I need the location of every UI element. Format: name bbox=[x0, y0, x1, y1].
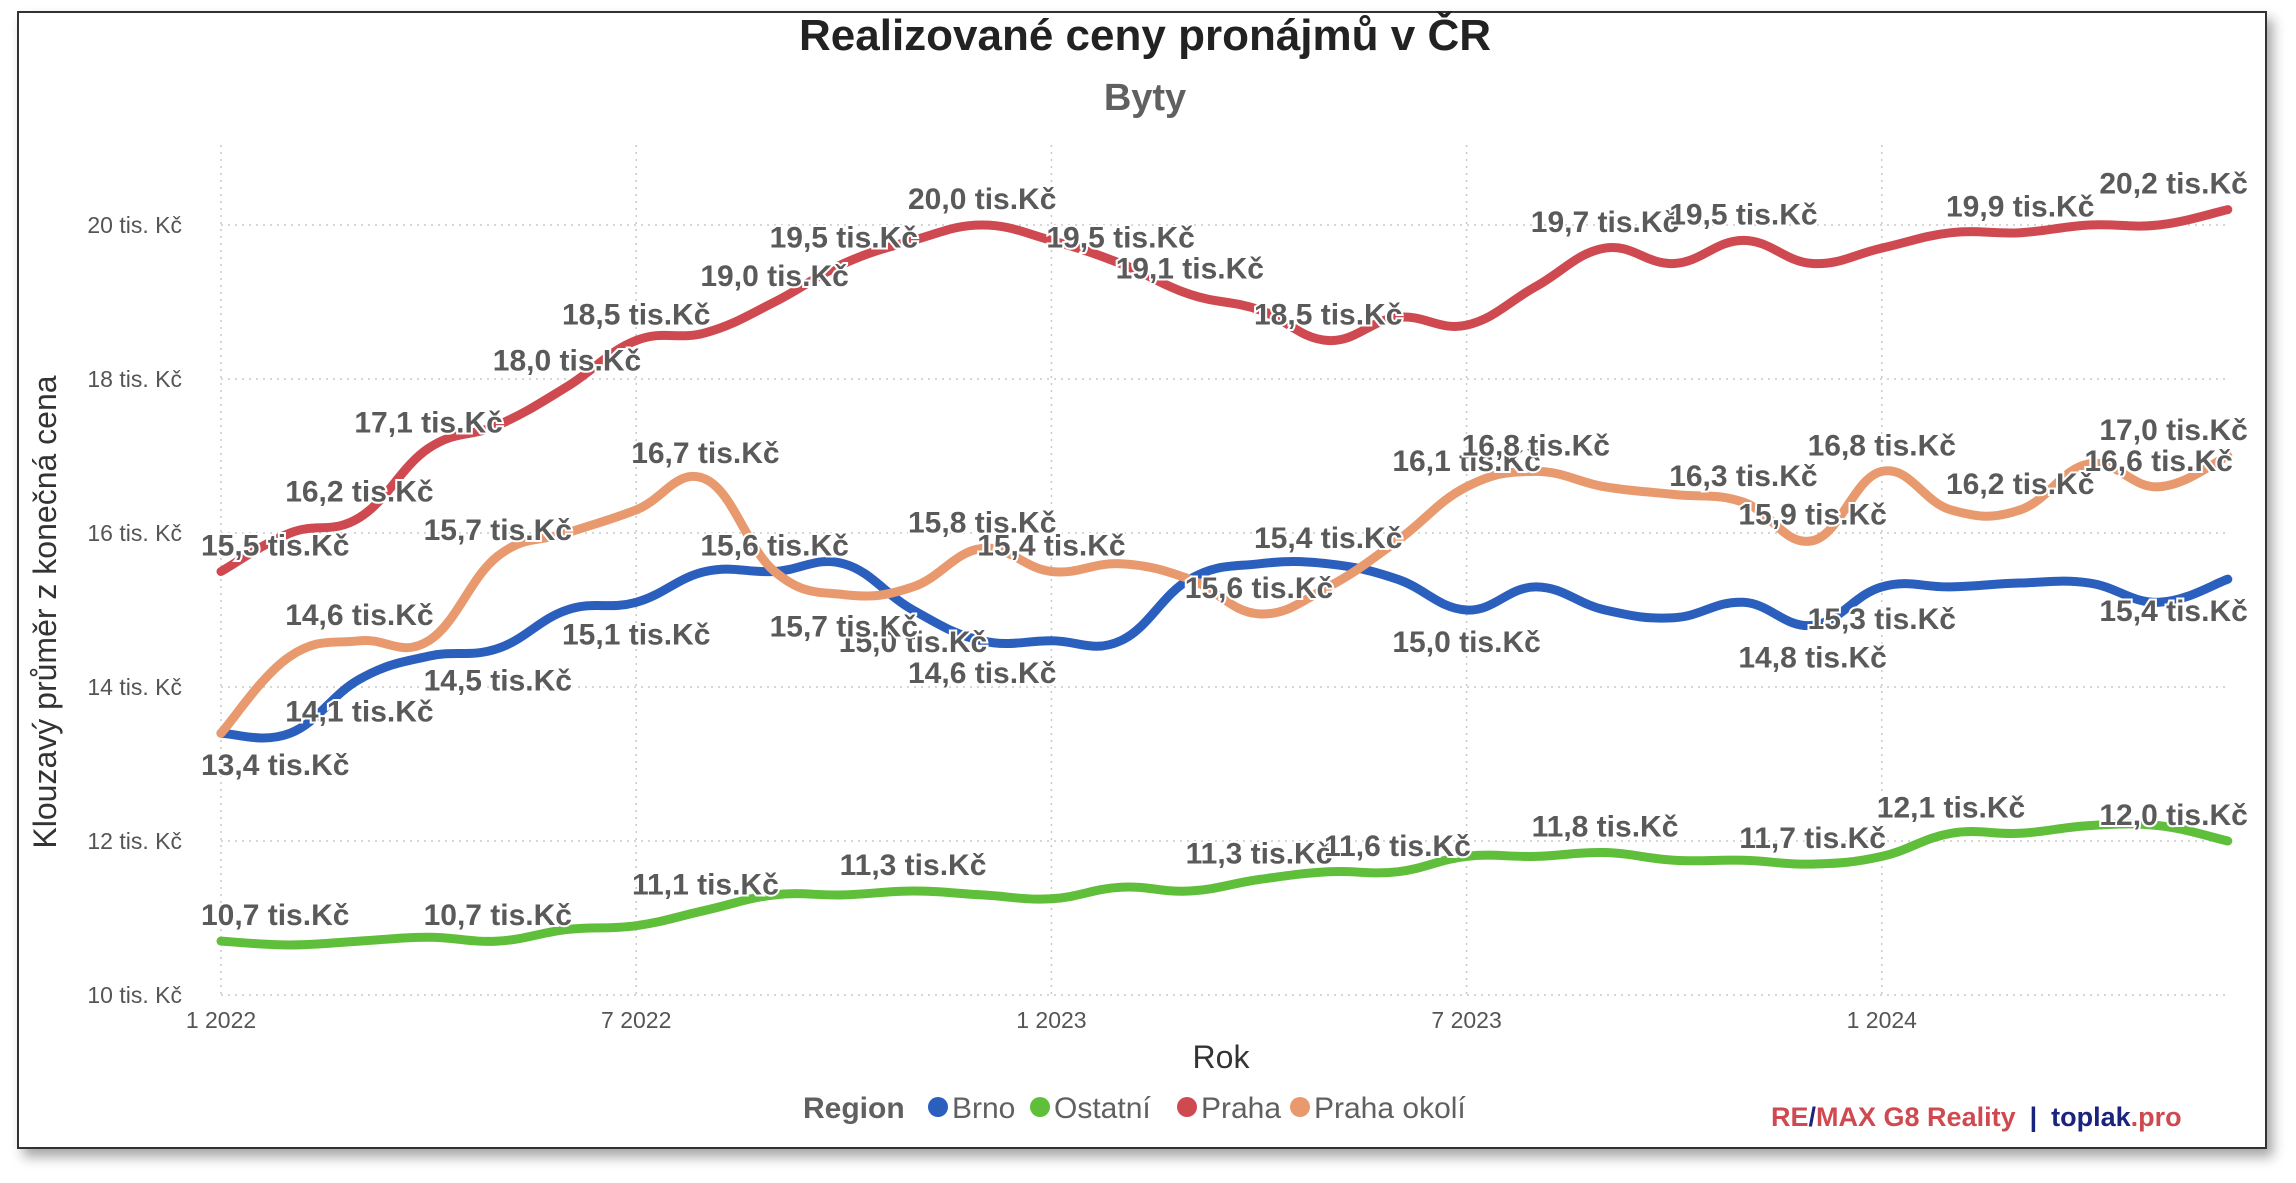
data-label: 19,7 tis.Kč bbox=[1531, 206, 1679, 239]
x-axis-ticks: 1 2022 7 2022 1 2023 7 2023 1 2024 bbox=[186, 1007, 1917, 1033]
data-label: 16,2 tis.Kč bbox=[285, 476, 433, 509]
data-label: 14,5 tis.Kč bbox=[424, 665, 572, 698]
data-label: 17,0 tis.Kč bbox=[2099, 414, 2247, 447]
data-label: 19,5 tis.Kč bbox=[1046, 222, 1194, 255]
data-label: 18,0 tis.Kč bbox=[493, 345, 641, 378]
data-label: 20,2 tis.Kč bbox=[2099, 168, 2247, 201]
y-tick-label: 20 tis. Kč bbox=[87, 212, 182, 238]
brand-separator: | bbox=[2030, 1102, 2038, 1132]
data-label: 10,7 tis.Kč bbox=[201, 899, 349, 932]
data-label: 15,0 tis.Kč bbox=[1392, 626, 1540, 659]
y-tick-label: 12 tis. Kč bbox=[87, 828, 182, 854]
brand-re: RE bbox=[1771, 1102, 1809, 1132]
data-label: 15,0 tis.Kč bbox=[839, 626, 987, 659]
data-label: 12,1 tis.Kč bbox=[1877, 791, 2025, 824]
footer-brand: RE/MAX G8 Reality | toplak.pro bbox=[1771, 1102, 2182, 1132]
data-label: 19,9 tis.Kč bbox=[1946, 191, 2094, 224]
data-label: 14,6 tis.Kč bbox=[285, 599, 433, 632]
brand2-tld: .pro bbox=[2131, 1102, 2182, 1132]
data-label: 16,8 tis.Kč bbox=[1808, 429, 1956, 462]
series-line-praha bbox=[216, 205, 2233, 576]
legend-marker bbox=[928, 1097, 948, 1117]
data-label: 14,6 tis.Kč bbox=[908, 657, 1056, 690]
data-label: 19,5 tis.Kč bbox=[770, 222, 918, 255]
y-axis-title: Klouzavý průměr z konečná cena bbox=[27, 375, 63, 848]
data-label: 17,1 tis.Kč bbox=[354, 406, 502, 439]
data-label: 11,3 tis.Kč bbox=[1186, 838, 1333, 871]
x-tick-label: 1 2022 bbox=[186, 1007, 256, 1033]
data-label: 19,1 tis.Kč bbox=[1116, 252, 1264, 285]
data-label: 15,6 tis.Kč bbox=[1185, 572, 1333, 605]
data-label: 15,1 tis.Kč bbox=[562, 618, 710, 651]
data-label: 16,2 tis.Kč bbox=[1946, 468, 2094, 501]
data-label: 15,4 tis.Kč bbox=[1254, 522, 1402, 555]
data-label: 18,5 tis.Kč bbox=[562, 299, 710, 332]
chart-title: Realizované ceny pronájmů v ČR bbox=[799, 9, 1491, 60]
data-label: 16,3 tis.Kč bbox=[1669, 460, 1817, 493]
series-line-ostatni bbox=[216, 819, 2233, 950]
legend-marker bbox=[1030, 1097, 1050, 1117]
x-axis-title: Rok bbox=[1193, 1039, 1251, 1075]
series-lines bbox=[216, 205, 2233, 950]
data-label: 15,4 tis.Kč bbox=[977, 530, 1125, 563]
legend-label: Praha bbox=[1201, 1092, 1281, 1125]
data-label: 19,5 tis.Kč bbox=[1669, 198, 1817, 231]
data-label: 16,7 tis.Kč bbox=[631, 437, 779, 470]
legend-label: Ostatní bbox=[1054, 1092, 1151, 1125]
data-label: 11,6 tis.Kč bbox=[1324, 830, 1471, 863]
data-label: 16,6 tis.Kč bbox=[2084, 445, 2232, 478]
data-label: 16,8 tis.Kč bbox=[1462, 429, 1610, 462]
data-label: 15,9 tis.Kč bbox=[1738, 499, 1886, 532]
legend-marker bbox=[1290, 1097, 1310, 1117]
data-label: 15,4 tis.Kč bbox=[2099, 595, 2247, 628]
data-label: 11,3 tis.Kč bbox=[840, 849, 987, 882]
x-tick-label: 7 2023 bbox=[1431, 1007, 1501, 1033]
legend: Region Brno Ostatní Praha Praha okolí bbox=[803, 1092, 1466, 1125]
y-axis-ticks: 10 tis. Kč 12 tis. Kč 14 tis. Kč 16 tis. Kč… bbox=[87, 212, 182, 1008]
y-tick-label: 14 tis. Kč bbox=[87, 674, 182, 700]
data-label: 15,5 tis.Kč bbox=[201, 530, 349, 563]
y-tick-label: 18 tis. Kč bbox=[87, 366, 182, 392]
x-tick-label: 7 2022 bbox=[601, 1007, 671, 1033]
brand2-main: toplak bbox=[2051, 1102, 2131, 1132]
data-label: 10,7 tis.Kč bbox=[424, 899, 572, 932]
data-label: 19,0 tis.Kč bbox=[700, 260, 848, 293]
data-label: 20,0 tis.Kč bbox=[908, 183, 1056, 216]
x-tick-label: 1 2024 bbox=[1847, 1007, 1918, 1033]
data-label: 15,7 tis.Kč bbox=[424, 514, 572, 547]
data-label: 15,8 tis.Kč bbox=[908, 506, 1056, 539]
legend-label: Brno bbox=[952, 1092, 1015, 1125]
data-label: 15,3 tis.Kč bbox=[1808, 603, 1956, 636]
legend-marker bbox=[1177, 1097, 1197, 1117]
chart-subtitle: Byty bbox=[1104, 77, 1186, 119]
data-label: 16,1 tis.Kč bbox=[1392, 445, 1540, 478]
data-label: 18,5 tis.Kč bbox=[1254, 299, 1402, 332]
legend-label: Praha okolí bbox=[1314, 1092, 1466, 1125]
brand-slash: / bbox=[1809, 1102, 1817, 1132]
y-tick-label: 16 tis. Kč bbox=[87, 520, 182, 546]
data-label: 11,1 tis.Kč bbox=[632, 868, 779, 901]
series-line-brno bbox=[216, 556, 2233, 743]
x-tick-label: 1 2023 bbox=[1016, 1007, 1086, 1033]
legend-title: Region bbox=[803, 1092, 905, 1125]
data-label: 12,0 tis.Kč bbox=[2099, 799, 2247, 832]
data-label: 14,1 tis.Kč bbox=[285, 695, 433, 728]
data-label: 15,6 tis.Kč bbox=[700, 530, 848, 563]
brand-rest: MAX G8 Reality bbox=[1816, 1102, 2016, 1132]
series-line-praha-okoli bbox=[216, 451, 2233, 738]
data-label: 13,4 tis.Kč bbox=[201, 749, 349, 782]
data-label: 11,7 tis.Kč bbox=[1739, 822, 1886, 855]
data-label: 14,8 tis.Kč bbox=[1738, 641, 1886, 674]
chart-frame bbox=[17, 11, 2267, 1149]
data-label: 11,8 tis.Kč bbox=[1532, 811, 1679, 844]
y-tick-label: 10 tis. Kč bbox=[87, 982, 182, 1008]
data-label: 15,7 tis.Kč bbox=[770, 611, 918, 644]
